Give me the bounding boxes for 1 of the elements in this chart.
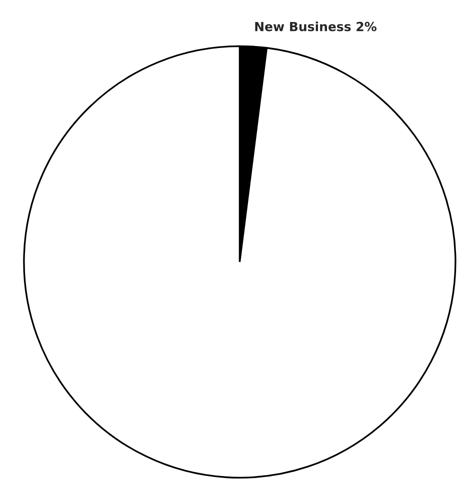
slice-label: New Business 2% — [255, 22, 376, 32]
